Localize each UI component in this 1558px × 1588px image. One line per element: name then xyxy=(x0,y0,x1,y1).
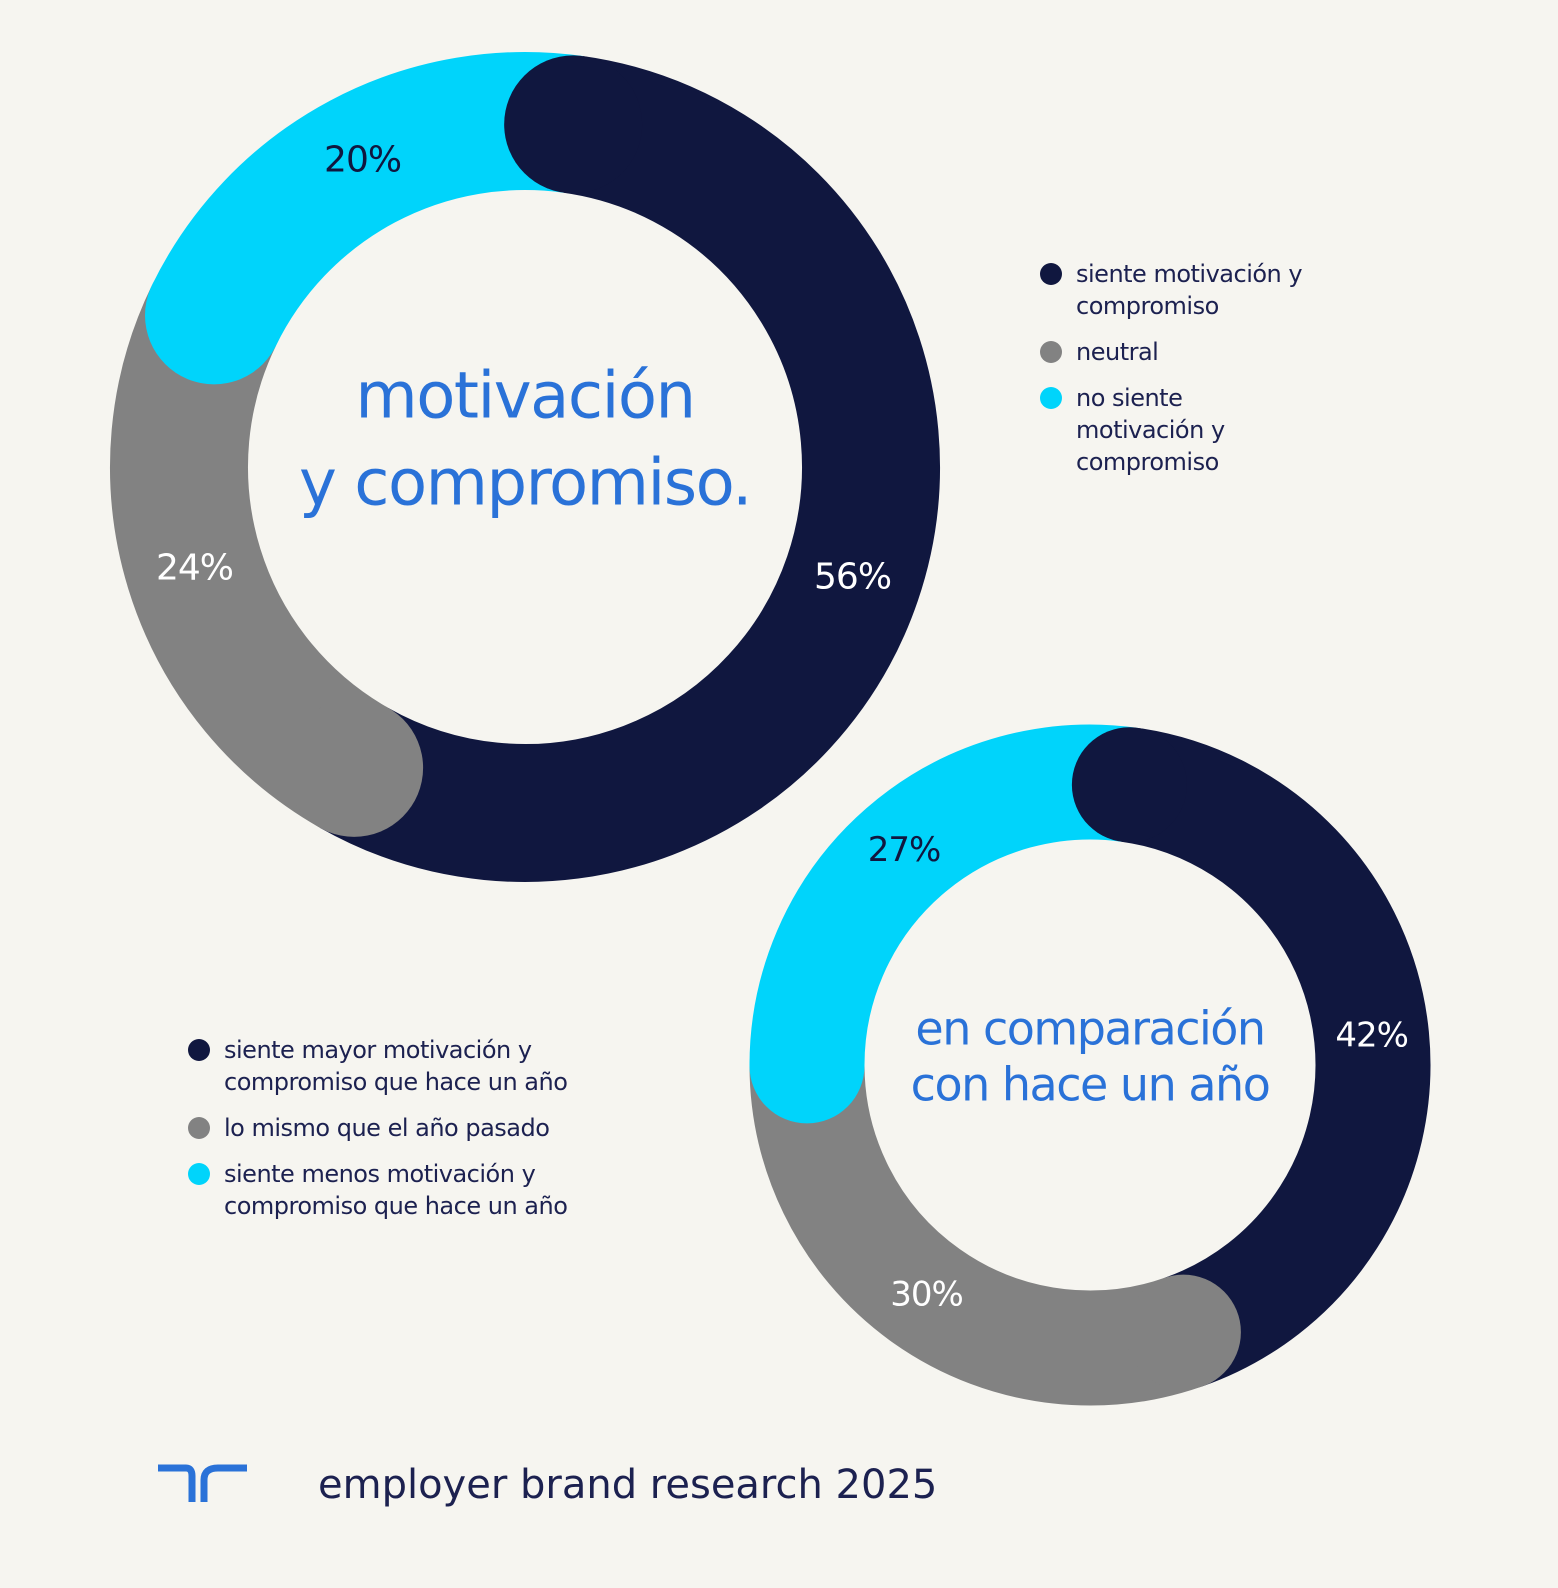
legend-item: siente motivación y compromiso xyxy=(1040,258,1310,322)
segment-cap xyxy=(285,698,424,837)
legend-label: no siente motivación y compromiso xyxy=(1076,384,1225,476)
legend-label: neutral xyxy=(1076,338,1159,366)
legend-item: lo mismo que el año pasado xyxy=(188,1112,588,1144)
logo xyxy=(158,1464,196,1502)
legend-dot xyxy=(188,1117,210,1139)
center-title: motivación xyxy=(355,360,694,434)
legend-item: siente menos motivación y compromiso que… xyxy=(188,1158,588,1222)
center-title: en comparación xyxy=(915,1002,1264,1056)
value-label: 56% xyxy=(814,557,891,598)
legend-dot xyxy=(1040,341,1062,363)
legend-dot xyxy=(188,1163,210,1185)
value-label: 20% xyxy=(324,140,401,181)
center-title: y compromiso. xyxy=(299,447,751,521)
segment-cap xyxy=(504,55,643,194)
segment-cap xyxy=(1071,727,1187,843)
center-title: con hace un año xyxy=(911,1058,1270,1112)
logo xyxy=(200,1464,247,1502)
legend-item: neutral xyxy=(1040,336,1310,368)
legend: siente mayor motivación y compromiso que… xyxy=(188,1034,588,1236)
segment-cap xyxy=(1125,1274,1241,1390)
value-label: 30% xyxy=(890,1275,963,1315)
legend-label: siente menos motivación y compromiso que… xyxy=(224,1160,568,1220)
value-label: 24% xyxy=(156,547,233,588)
legend-label: siente mayor motivación y compromiso que… xyxy=(224,1036,568,1096)
donut-segment xyxy=(749,1064,1203,1406)
donut-segment xyxy=(110,285,390,828)
legend-label: siente motivación y compromiso xyxy=(1076,260,1303,320)
legend-dot xyxy=(1040,387,1062,409)
legend-item: no siente motivación y compromiso xyxy=(1040,382,1310,478)
footer-text: employer brand research 2025 xyxy=(318,1462,938,1508)
legend-item: siente mayor motivación y compromiso que… xyxy=(188,1034,588,1098)
value-label: 27% xyxy=(868,830,941,870)
legend-label: lo mismo que el año pasado xyxy=(224,1114,550,1142)
segment-cap xyxy=(145,246,284,385)
donut-segment xyxy=(749,724,1138,1067)
value-label: 42% xyxy=(1335,1016,1408,1056)
donut-segment xyxy=(320,56,940,882)
legend-dot xyxy=(1040,263,1062,285)
donut-segment xyxy=(1120,727,1431,1387)
legend-dot xyxy=(188,1039,210,1061)
segment-cap xyxy=(749,1008,865,1124)
legend: siente motivación y compromiso neutral no … xyxy=(1040,258,1310,492)
